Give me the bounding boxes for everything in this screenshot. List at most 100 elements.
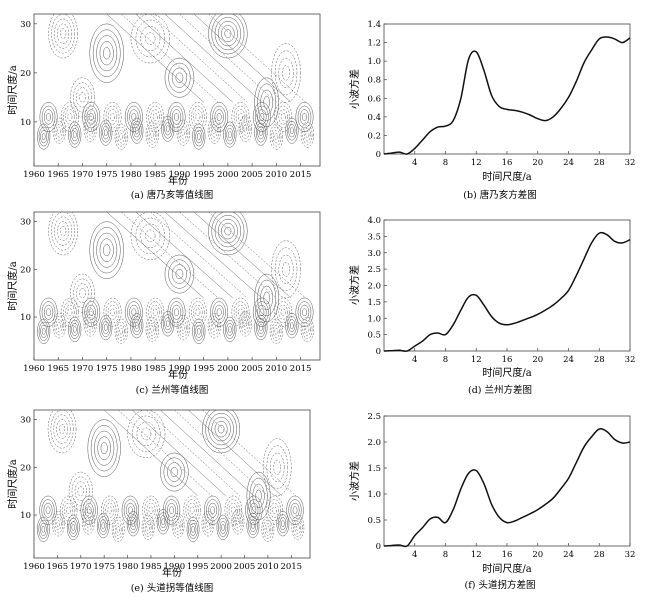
contour-ring [223, 121, 237, 148]
contour-ring [79, 288, 86, 299]
contour-band [135, 212, 233, 299]
contour-ring [176, 522, 180, 529]
contour-ring [41, 301, 56, 324]
contour-plot-area-a [33, 13, 321, 167]
contour-ring [266, 526, 270, 533]
contour-ring [251, 506, 257, 515]
contour-xlabel-c: 年份 [168, 368, 188, 381]
contour-band [202, 410, 297, 497]
contour-ring [40, 324, 48, 338]
contour-ring [254, 273, 280, 323]
y-tick-label: 1.4 [367, 20, 381, 30]
x-tick-label: 16 [502, 158, 513, 168]
contour-ring [174, 519, 182, 532]
contour-ring [236, 518, 240, 526]
contour-ring [272, 506, 277, 515]
contour-ring [130, 14, 170, 64]
contour-ring [196, 328, 201, 335]
contour-ring [37, 516, 50, 543]
y-tick-label: 1.0 [367, 57, 381, 67]
contour-ring [208, 412, 234, 446]
x-tick-label: 28 [594, 355, 605, 365]
contour-ring [86, 506, 92, 515]
contour-ring [255, 105, 269, 129]
contour-lines-a [37, 14, 314, 150]
contour-ring [208, 14, 248, 59]
contour-ring [274, 102, 293, 132]
contour-ring [221, 524, 225, 531]
contour-ring [255, 489, 262, 503]
contour-ring [263, 291, 270, 305]
contour-ring [148, 301, 162, 324]
contour-ring [101, 522, 105, 529]
contour-ring [162, 495, 181, 525]
contour-ring [68, 316, 82, 343]
contour-ring [87, 419, 121, 478]
contour-ring [40, 522, 47, 536]
contour-ring [271, 43, 301, 103]
x-tick-label: 12 [471, 355, 482, 365]
x-tick-label: 1975 [93, 562, 115, 572]
contour-ring [105, 502, 115, 518]
contour-ring [257, 279, 277, 317]
contour-ring [214, 420, 228, 438]
contour-ring [181, 324, 186, 331]
contour-ring [141, 427, 152, 441]
y-tick-label: 4.0 [367, 216, 381, 226]
contour-ring [134, 127, 139, 135]
variance-panel-d: 0 0.5 1.0 1.5 2.0 2.5 3.0 3.5 4.0 4 8 12 16 20 24 28 32… [348, 216, 635, 396]
series-line-b [383, 36, 631, 155]
contour-ring [86, 304, 96, 320]
contour-ring [267, 499, 281, 522]
contour-ring [110, 308, 115, 317]
contour-ring [59, 226, 67, 237]
contour-ring [43, 304, 54, 320]
contour-ring [59, 495, 78, 525]
contour-ring [257, 126, 265, 140]
contour-ring [210, 506, 216, 515]
contour-ring [60, 102, 79, 132]
contour-ring [216, 308, 222, 317]
contour-ring [148, 105, 162, 129]
caption-a: (a) 唐乃亥等值线图 [131, 189, 214, 201]
contour-ring [136, 421, 156, 447]
contour-ring [217, 424, 225, 434]
contour-ring [257, 83, 277, 121]
contour-ring [105, 105, 120, 129]
contour-ring [227, 131, 232, 139]
x-tick-label: 1990 [164, 562, 186, 572]
contour-band [193, 14, 292, 103]
contour-ring [204, 495, 222, 525]
contour-band [146, 410, 240, 497]
contour-ring [66, 514, 80, 541]
contour-ring [247, 499, 261, 522]
contour-ring [59, 424, 66, 435]
x-tick-label: 1995 [193, 364, 215, 374]
contour-ring [128, 514, 139, 534]
contour-ring [231, 509, 245, 535]
contour-ring [127, 301, 141, 324]
contour-ring [146, 502, 156, 518]
contour-ring [69, 319, 80, 339]
contour-ring [255, 317, 266, 338]
contour-ring [38, 321, 49, 341]
contour-ring [169, 105, 184, 129]
contour-ring [171, 67, 187, 88]
contour-ring [97, 436, 111, 460]
contour-ring [263, 438, 292, 497]
contour-ring [224, 226, 232, 236]
contour-ring [191, 526, 195, 533]
contour-ring [46, 308, 51, 317]
x-ticks-d: 4 8 12 16 20 24 28 32 [412, 348, 635, 365]
contour-ring [85, 118, 96, 139]
contour-ring [129, 109, 139, 125]
contour-ring [167, 102, 186, 132]
contour-ring [143, 517, 153, 537]
contour-ring [167, 462, 182, 482]
contour-ring [102, 321, 110, 334]
variance-ylabel-f: 小波方差 [348, 461, 361, 501]
y-tick-label: 1.5 [367, 298, 381, 308]
contour-plot-area-c [33, 211, 321, 361]
contour-ring [195, 308, 201, 317]
